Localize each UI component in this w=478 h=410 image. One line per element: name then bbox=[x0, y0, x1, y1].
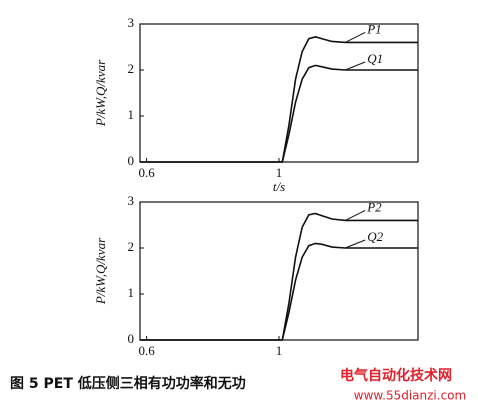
label-leader bbox=[345, 61, 366, 71]
x-tick-label: 0.6 bbox=[138, 343, 155, 358]
y-tick-label: 2 bbox=[128, 239, 135, 254]
x-tick-label: 1 bbox=[276, 343, 283, 358]
series-label: Q1 bbox=[367, 51, 383, 66]
label-leader bbox=[344, 209, 366, 221]
series-label: P2 bbox=[366, 199, 382, 214]
x-tick-label: 1 bbox=[276, 165, 283, 180]
y-tick-label: 0 bbox=[128, 153, 135, 168]
y-tick-label: 3 bbox=[128, 193, 135, 208]
x-axis-label: t/s bbox=[273, 179, 285, 194]
y-tick-label: 3 bbox=[128, 15, 135, 30]
label-leader bbox=[344, 31, 366, 43]
plot-frame bbox=[139, 23, 419, 163]
line-series bbox=[140, 64, 418, 163]
plot-frame bbox=[139, 201, 419, 341]
x-tick-label: 0.6 bbox=[138, 165, 155, 180]
watermark-url: www.55dianzi.com bbox=[354, 389, 466, 403]
watermark: 电气自动化技术网 bbox=[340, 367, 452, 384]
line-series bbox=[140, 242, 418, 341]
y-tick-label: 1 bbox=[128, 107, 135, 122]
y-axis-label: P/kW,Q/kvar bbox=[93, 237, 108, 305]
caption: 图 5 PET 低压侧三相有功功率和无功 bbox=[10, 375, 246, 392]
y-tick-label: 0 bbox=[128, 331, 135, 346]
y-tick-label: 2 bbox=[128, 61, 135, 76]
y-tick-label: 1 bbox=[128, 285, 135, 300]
series-label: Q2 bbox=[367, 229, 383, 244]
series-label: P1 bbox=[366, 21, 381, 36]
label-leader bbox=[345, 239, 366, 249]
y-axis-label: P/kW,Q/kvar bbox=[93, 59, 108, 127]
